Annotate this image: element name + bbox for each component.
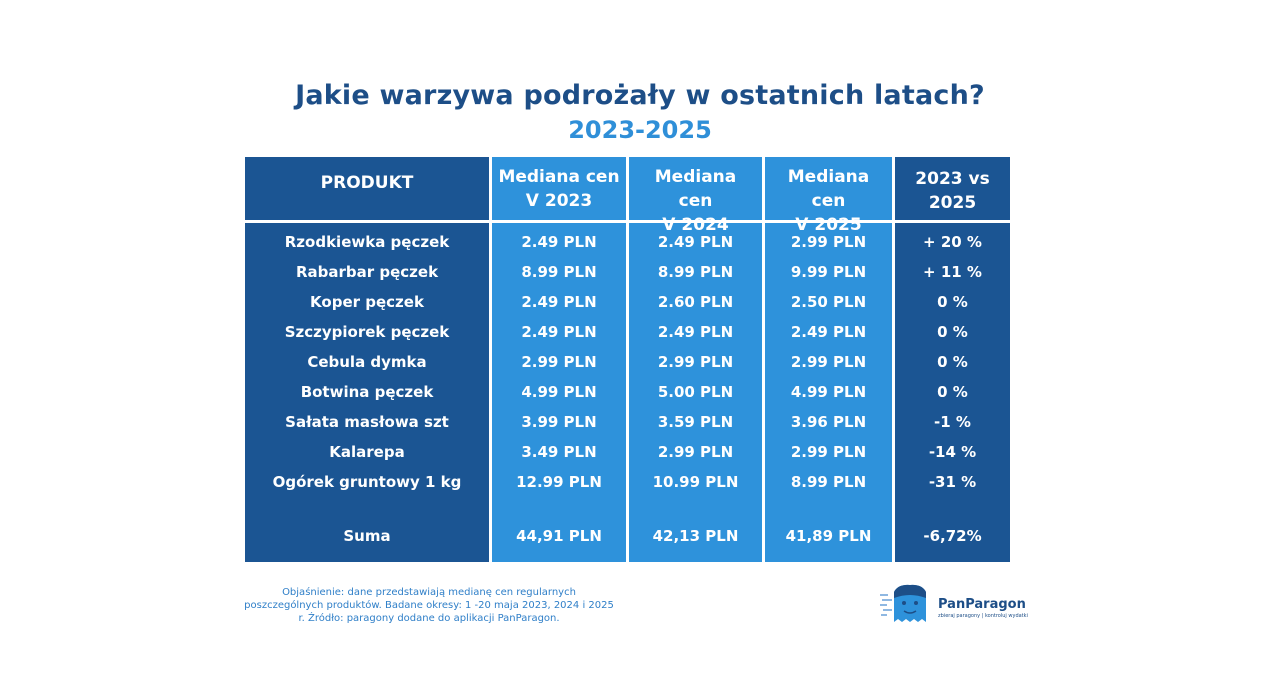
table-cell: -1 % bbox=[934, 413, 971, 431]
table-cell: Cebula dymka bbox=[307, 353, 427, 371]
page-title: Jakie warzywa podrożały w ostatnich lata… bbox=[295, 80, 985, 111]
column-product: PRODUKT Rzodkiewka pęczek Rabarbar pęczek… bbox=[245, 157, 489, 562]
table-cell: 3.99 PLN bbox=[521, 413, 597, 431]
table-cell: 3.59 PLN bbox=[657, 413, 734, 431]
table-cell: 4.99 PLN bbox=[521, 383, 597, 401]
table-cell: 2.50 PLN bbox=[790, 293, 867, 311]
column-2024: Mediana cen V 2024 2.49 PLN 8.99 PLN 2.60 P… bbox=[629, 157, 762, 562]
panparagon-logo bbox=[880, 584, 926, 622]
logo-name: PanParagon bbox=[938, 597, 1026, 612]
table-cell: 2.49 PLN bbox=[657, 233, 734, 251]
table-cell: 2.99 PLN bbox=[790, 233, 867, 251]
table-cell: 9.99 PLN bbox=[790, 263, 867, 281]
table-cell: 2.60 PLN bbox=[657, 293, 734, 311]
table-cell: 0 % bbox=[937, 383, 968, 401]
table-cell: 8.99 PLN bbox=[657, 263, 734, 281]
table-cell: 8.99 PLN bbox=[521, 263, 597, 281]
table-cell: 12.99 PLN bbox=[516, 473, 602, 491]
header-change-label: 2023 vs 2025 bbox=[915, 169, 990, 213]
table-cell: + 20 % bbox=[923, 233, 982, 251]
table-cell: -14 % bbox=[928, 443, 977, 461]
sum-cell: -6,72% bbox=[923, 527, 982, 545]
table-cell: + 11 % bbox=[923, 263, 982, 281]
sum-cell: 44,91 PLN bbox=[516, 527, 602, 545]
page-subtitle: 2023-2025 bbox=[568, 116, 712, 144]
table-cell: 3.49 PLN bbox=[521, 443, 597, 461]
table-cell: 2.99 PLN bbox=[657, 353, 734, 371]
table-cell: 2.49 PLN bbox=[521, 323, 597, 341]
column-2025: Mediana cen V 2025 2.99 PLN 9.99 PLN 2.50 P… bbox=[765, 157, 892, 562]
table-cell: 0 % bbox=[937, 293, 968, 311]
header-2023: Mediana cen V 2023 bbox=[492, 157, 626, 221]
sum-cell: Suma bbox=[343, 527, 391, 545]
table-cell: Koper pęczek bbox=[310, 293, 424, 311]
table-cell: 5.00 PLN bbox=[657, 383, 734, 401]
header-separator bbox=[245, 220, 1010, 223]
table-cell: 2.49 PLN bbox=[657, 323, 734, 341]
header-2023-line1: Mediana cen bbox=[498, 167, 620, 187]
table-cell: -31 % bbox=[928, 473, 977, 491]
sum-cell: 42,13 PLN bbox=[652, 527, 739, 545]
table-cell: 8.99 PLN bbox=[790, 473, 867, 491]
table-cell: 3.96 PLN bbox=[790, 413, 867, 431]
header-2023-line2: V 2023 bbox=[525, 191, 593, 211]
table-cell: 2.49 PLN bbox=[521, 293, 597, 311]
table-cell: 2.99 PLN bbox=[790, 353, 867, 371]
table-cell: Sałata masłowa szt bbox=[285, 413, 449, 431]
table-cell: 0 % bbox=[937, 353, 968, 371]
header-change: 2023 vs 2025 bbox=[895, 157, 1010, 221]
header-product: PRODUKT bbox=[320, 173, 414, 193]
table-cell: Ogórek gruntowy 1 kg bbox=[272, 473, 462, 491]
table-cell: Rzodkiewka pęczek bbox=[284, 233, 450, 251]
header-2024: Mediana cen V 2024 bbox=[629, 157, 762, 235]
header-2025: Mediana cen V 2025 bbox=[765, 157, 892, 235]
table-cell: 2.99 PLN bbox=[790, 443, 867, 461]
table-cell: 4.99 PLN bbox=[790, 383, 867, 401]
sum-cell: 41,89 PLN bbox=[785, 527, 872, 545]
table-cell: Botwina pęczek bbox=[300, 383, 434, 401]
footnote: Objaśnienie: dane przedstawiają medianę … bbox=[244, 587, 614, 624]
table-cell: 2.49 PLN bbox=[521, 233, 597, 251]
table-cell: Szczypiorek pęczek bbox=[284, 323, 450, 341]
table-cell: 2.99 PLN bbox=[657, 443, 734, 461]
table-cell: Kalarepa bbox=[329, 443, 405, 461]
header-2025-line1: Mediana cen bbox=[787, 167, 870, 211]
column-change: 2023 vs 2025 + 20 % + 11 % 0 % 0 % 0 % 0 % -1 … bbox=[895, 157, 1010, 562]
logo-tagline: zbieraj paragony | kontroluj wydatki bbox=[938, 613, 1028, 619]
table-cell: 10.99 PLN bbox=[652, 473, 739, 491]
table-cell: 2.99 PLN bbox=[521, 353, 597, 371]
header-2024-line1: Mediana cen bbox=[654, 167, 737, 211]
column-2023: Mediana cen V 2023 2.49 PLN 8.99 PLN 2.49 P… bbox=[492, 157, 626, 562]
table-cell: 0 % bbox=[937, 323, 968, 341]
table-cell: 2.49 PLN bbox=[790, 323, 867, 341]
table-cell: Rabarbar pęczek bbox=[295, 263, 439, 281]
